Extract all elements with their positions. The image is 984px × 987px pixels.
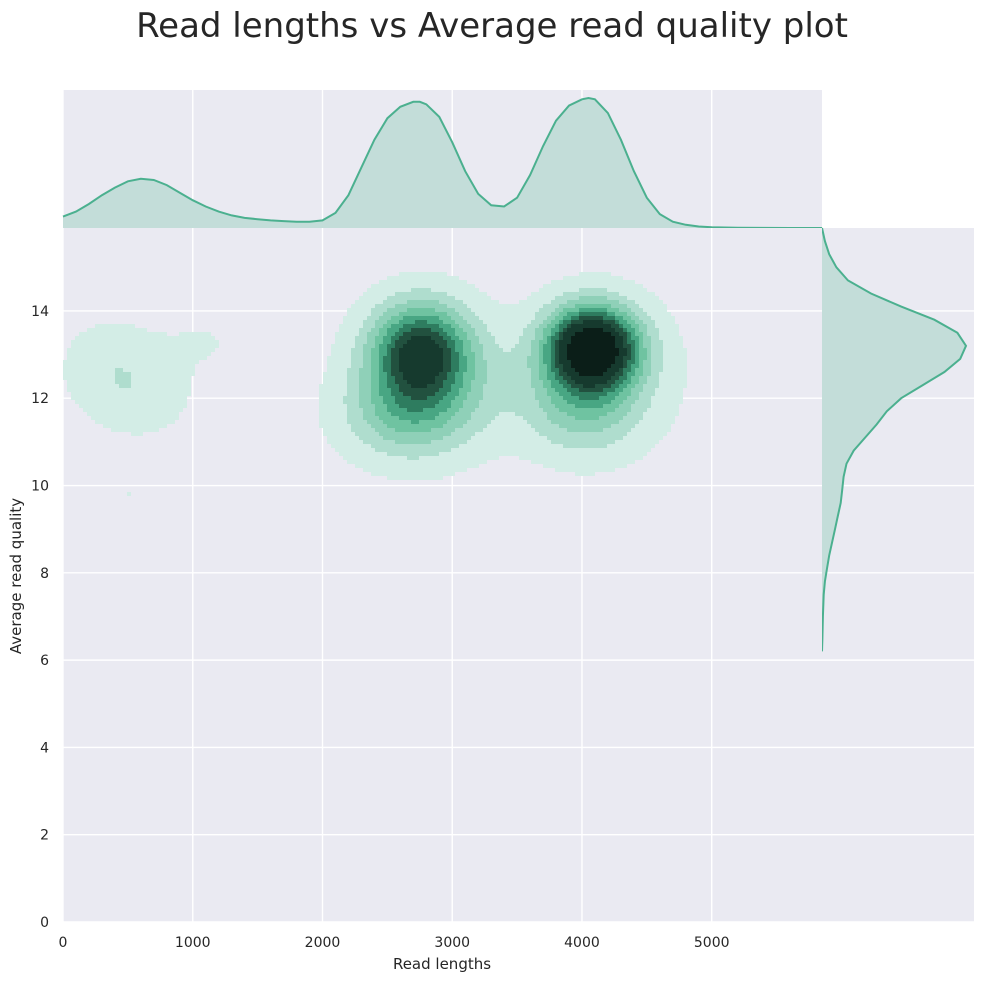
x-tick-label: 2000	[305, 935, 341, 951]
y-tick-label: 2	[40, 828, 49, 844]
kde-contours	[63, 272, 687, 496]
marginal-x-density-fill	[63, 98, 822, 228]
y-tick-label: 6	[40, 653, 49, 669]
kde-level-8	[399, 320, 627, 388]
chart-title: Read lengths vs Average read quality plo…	[136, 6, 848, 46]
y-tick-label: 0	[40, 915, 49, 931]
y-tick-label: 10	[31, 479, 49, 495]
marginal-x-panel	[62, 90, 822, 229]
x-axis-label: Read lengths	[393, 955, 491, 973]
y-tick-label: 14	[31, 304, 49, 320]
marginal-x-density-line	[62, 96, 822, 229]
y-tick-label: 12	[31, 391, 49, 407]
y-axis-label: Average read quality	[7, 498, 25, 654]
y-tick-label: 4	[40, 740, 49, 756]
x-tick-label: 4000	[564, 935, 600, 951]
x-tick-labels: 0 1000 2000 3000 4000 5000	[59, 935, 730, 951]
y-tick-label: 8	[40, 566, 49, 582]
x-tick-label: 0	[59, 935, 68, 951]
y-tick-labels: 0 2 4 6 8 10 12 14	[31, 304, 49, 931]
kde-level-9	[567, 328, 619, 376]
marginal-y-density-fill	[822, 228, 966, 652]
x-tick-label: 3000	[434, 935, 470, 951]
x-tick-label: 5000	[694, 935, 730, 951]
main-plot-panel	[62, 228, 822, 923]
x-tick-label: 1000	[175, 935, 211, 951]
marginal-y-panel	[821, 227, 974, 923]
marginal-y-density-line	[821, 227, 968, 652]
